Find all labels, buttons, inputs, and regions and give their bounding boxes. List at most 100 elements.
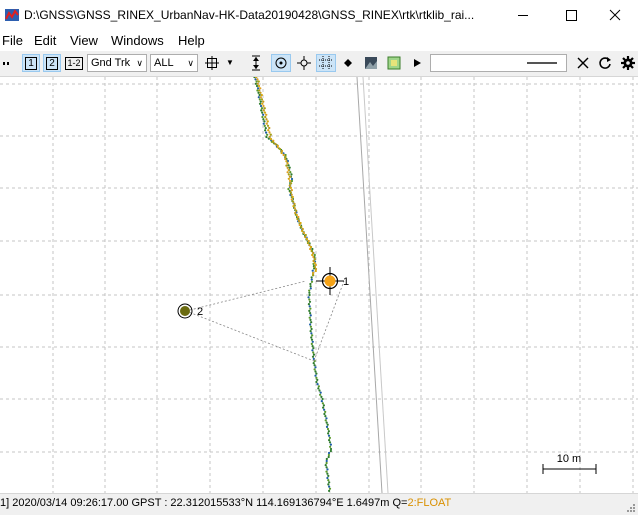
track-point (312, 347, 315, 350)
track-point (268, 135, 271, 138)
time-slider[interactable] (430, 54, 567, 72)
menu-help[interactable]: Help (178, 33, 205, 48)
track-point (293, 207, 296, 210)
track-point (258, 102, 262, 105)
minimize-button[interactable] (500, 0, 546, 31)
track-point (262, 109, 265, 112)
track-point (264, 129, 267, 132)
track-point (259, 91, 262, 94)
track-point (257, 84, 261, 88)
track-point (296, 217, 299, 221)
track-point (297, 215, 300, 219)
animation-play-button[interactable] (408, 54, 426, 72)
show-map-button[interactable] (362, 54, 380, 72)
marker-1-label: 1 (343, 276, 349, 288)
track-point (287, 164, 290, 167)
track-point (325, 459, 328, 463)
menu-edit[interactable]: Edit (34, 33, 57, 48)
track-point (287, 168, 290, 172)
show-point-button[interactable] (294, 54, 314, 72)
menu-file[interactable]: File (2, 33, 23, 48)
track-point (286, 171, 289, 174)
resize-grip-icon[interactable] (626, 503, 636, 513)
chevron-down-icon: ∨ (187, 58, 194, 68)
track-point (287, 173, 290, 176)
plot-type-select[interactable]: Gnd Trk ∨ (87, 54, 147, 72)
track-point (274, 142, 277, 146)
track-point (288, 179, 292, 183)
track-point (310, 249, 313, 253)
menu-windows[interactable]: Windows (111, 33, 164, 48)
track-point (327, 479, 330, 482)
diamond-icon (344, 59, 352, 67)
track-point (257, 96, 260, 99)
menu-view[interactable]: View (70, 33, 98, 48)
quality-filter-select[interactable]: ALL ∨ (150, 54, 198, 72)
track-line (254, 77, 332, 493)
track-point (255, 80, 258, 83)
maximize-button[interactable] (547, 0, 593, 31)
show-grid-button[interactable] (316, 54, 336, 72)
status-quality: 2:FLOAT (407, 497, 452, 509)
track-point (324, 419, 327, 422)
reference-line (362, 77, 389, 493)
track-point (312, 351, 315, 354)
track-point (318, 389, 321, 392)
track-point (311, 340, 314, 343)
track-point (309, 330, 312, 333)
track-point (290, 179, 294, 183)
solution1-label: 1 (25, 56, 37, 70)
track-point (321, 402, 324, 405)
track-point (282, 153, 285, 157)
track-point (308, 316, 311, 319)
fit-vertical-button[interactable] (247, 54, 265, 72)
solution2-label: 2 (46, 56, 58, 70)
track-point (256, 82, 259, 85)
track-point (300, 225, 303, 229)
maximize-icon (566, 10, 577, 21)
track-point (291, 195, 294, 199)
solution12-button[interactable]: 1-2 (64, 54, 84, 72)
track-point (329, 447, 333, 451)
track-point (287, 187, 290, 191)
track-point (287, 177, 290, 180)
status-solution-info: 1] 2020/03/14 09:26:17.00 GPST : 22.3120… (0, 497, 408, 509)
center-origin-button[interactable] (203, 54, 221, 72)
ground-track-plot[interactable]: 1 2 10 m (0, 77, 638, 493)
track-point (289, 186, 292, 189)
plot-area[interactable]: 1 2 10 m (0, 77, 638, 493)
map-image-icon (365, 57, 377, 69)
options-button[interactable] (619, 54, 637, 72)
clear-data-button[interactable] (574, 54, 592, 72)
track-point (323, 412, 326, 416)
track-point (280, 149, 284, 153)
show-gis-button[interactable] (385, 54, 403, 72)
origin-dropdown-button[interactable]: ▼ (226, 54, 236, 72)
marker-solution-1[interactable] (316, 267, 344, 295)
track-point (309, 318, 312, 321)
track-point (325, 466, 328, 469)
track-point (259, 87, 262, 90)
track-point (259, 100, 262, 103)
track-point (257, 87, 260, 90)
solution2-button[interactable]: 2 (43, 54, 61, 72)
track-point (327, 430, 330, 433)
toolbar: 1 2 1-2 Gnd Trk ∨ ALL ∨ ▼ (0, 51, 638, 77)
track-point (258, 98, 261, 101)
grip-icon (3, 62, 9, 65)
track-point (293, 202, 296, 205)
track-point (286, 162, 289, 165)
track-point (298, 223, 301, 227)
track-point (324, 464, 327, 467)
track-point (315, 380, 318, 384)
marker-solution-2[interactable] (177, 303, 193, 319)
track-point (319, 393, 322, 396)
reload-button[interactable] (596, 54, 614, 72)
show-marks-button[interactable] (339, 54, 357, 72)
show-track-button[interactable] (271, 54, 291, 72)
track-point (311, 273, 315, 277)
track-point (327, 483, 330, 486)
close-button[interactable] (592, 0, 638, 31)
solution1-button[interactable]: 1 (22, 54, 40, 72)
track-point (264, 115, 267, 119)
